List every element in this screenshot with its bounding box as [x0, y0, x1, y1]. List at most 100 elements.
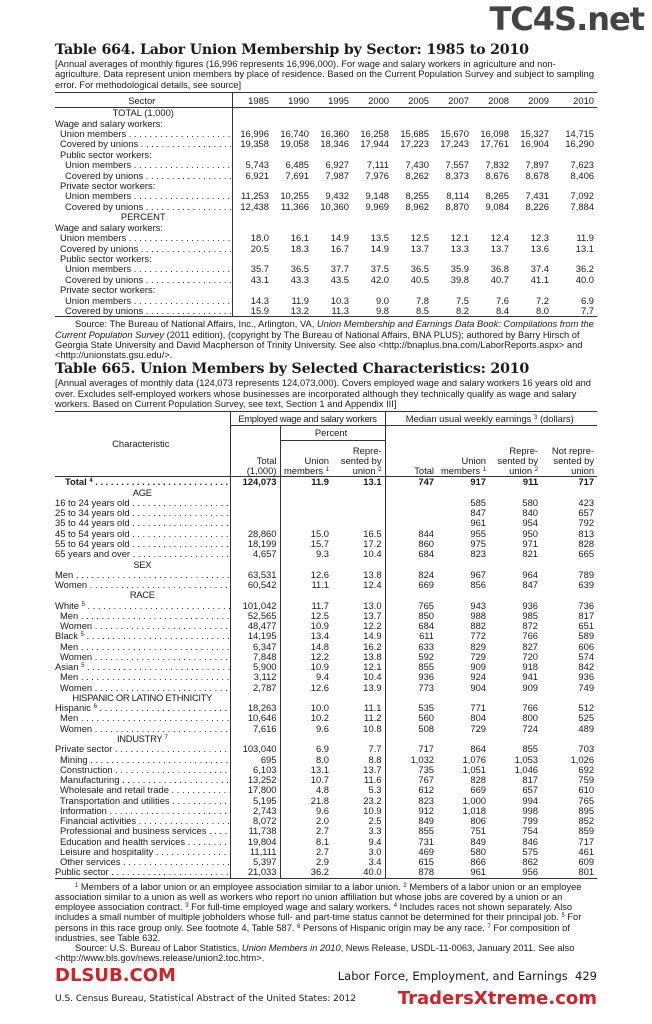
empty-cell: [312, 285, 352, 295]
table-cell: 15.9: [232, 305, 272, 318]
table-cell: 36.5: [410, 264, 429, 275]
table-row: Covered by unions 43.1 43.3 43.5 42.0 40.5 39.…: [55, 274, 597, 286]
table-cell: 17.2: [332, 538, 386, 550]
table-cell: 1,000: [462, 795, 487, 806]
table-cell: 665: [578, 549, 595, 560]
table-cell: 7.7: [552, 305, 597, 318]
header-text: Repre-: [352, 444, 382, 456]
table-cell: 749: [578, 682, 595, 693]
row-label-text: White: [55, 600, 79, 611]
empty-cell: [272, 254, 312, 264]
row-label: Covered by unions: [55, 274, 233, 286]
table-cell: 6,103: [230, 764, 281, 776]
table-cell: 695: [230, 754, 281, 765]
footnote-ref: 4: [89, 478, 93, 485]
header-text: Union: [461, 454, 487, 466]
table-cell: 13.2: [272, 305, 312, 318]
column-header-year: 2007: [432, 92, 472, 109]
table-cell: 852: [578, 816, 595, 827]
row-label: Covered by unions: [55, 201, 233, 213]
table-cell: [230, 518, 281, 529]
table-cell: 639: [578, 580, 595, 591]
table-cell: 11.6: [332, 775, 386, 786]
column-group-median-earnings: Median usual weekly earnings 3 (dollars): [385, 411, 598, 427]
table-cell: 918: [522, 662, 539, 673]
table-cell: 855: [418, 662, 435, 673]
table-cell: 10.9: [310, 662, 329, 673]
table-cell: 13.9: [332, 682, 386, 693]
table-cell: 2,743: [230, 805, 281, 817]
table-row: Union members 14.3 11.9 10.3 9.0 7.8 7.5 7.6 7.2…: [55, 295, 597, 306]
table-cell: 7,987: [325, 170, 349, 181]
row-label-text: Women: [60, 682, 93, 693]
table-cell: 657: [522, 785, 539, 796]
table-cell: 63,531: [230, 569, 281, 581]
table-cell: 43.3: [290, 274, 309, 285]
row-label-text: Men: [60, 610, 79, 621]
table-cell: 717: [418, 744, 435, 755]
table-cell: 766: [522, 703, 539, 714]
table-cell: 609: [578, 857, 595, 868]
row-label-text: Covered by unions: [60, 243, 139, 254]
empty-cell: [312, 150, 352, 160]
section-heading: RACE: [55, 590, 231, 601]
footnote-number: 5: [561, 913, 565, 920]
empty-cell: [312, 254, 352, 264]
table-cell: 692: [578, 764, 595, 775]
row-label: Union members: [55, 160, 233, 171]
empty-cell: [312, 223, 352, 233]
table-cell: [280, 498, 332, 508]
table-cell: [385, 508, 437, 518]
row-label: Construction: [55, 764, 231, 776]
table-cell: 461: [578, 846, 595, 857]
table-cell: 469: [418, 846, 435, 857]
table-cell: 11.3: [312, 305, 352, 318]
row-label-text: Men: [60, 713, 79, 724]
table-cell: 9,969: [365, 201, 389, 212]
table-row: Covered by unions 20.5 18.3 16.7 14.9 13.7 13.…: [55, 243, 597, 254]
empty-cell: [272, 181, 312, 191]
table-cell: 717: [578, 476, 595, 488]
table-cell: 610: [578, 785, 595, 796]
table-cell: 669: [470, 785, 487, 796]
table-cell: 859: [578, 826, 595, 837]
row-label: Financial activities: [55, 816, 231, 827]
table-cell: 936: [578, 672, 595, 683]
table-cell: 971: [522, 538, 539, 549]
source-text: Union Membership and Earnings Data Book:…: [55, 319, 594, 340]
row-label: Women: [55, 580, 231, 591]
table-cell: 9.6: [315, 805, 329, 816]
row-label: Mining: [55, 754, 231, 765]
table-cell: 771: [470, 703, 487, 714]
table-cell: 10.8: [332, 723, 386, 735]
table-cell: 909: [522, 682, 539, 693]
table-cell: 16.1: [290, 233, 309, 244]
row-label: 65 years and over: [55, 549, 231, 560]
empty-cell: [392, 223, 432, 233]
row-label-text: Union members: [65, 160, 132, 171]
section-heading: AGE: [55, 487, 231, 498]
table-cell: 12.6: [310, 682, 329, 693]
column-header-year: 2010: [552, 92, 597, 109]
table-cell: 866: [470, 857, 487, 868]
empty-cell: [437, 560, 489, 570]
footnote-ref: 5: [81, 601, 85, 608]
row-label: Covered by unions: [55, 139, 233, 150]
row-label: Union members: [55, 191, 233, 202]
table-cell: 13.0: [332, 600, 386, 611]
empty-cell: [432, 285, 472, 295]
table-cell: 8.1: [315, 836, 329, 847]
table-row: Education and health services 19,804 8.19.…: [55, 836, 597, 847]
table-cell: 17,243: [440, 139, 469, 150]
table-row: 55 to 64 years old 18,199 15.717.2 860 975 97…: [55, 538, 597, 550]
row-label-text: Men: [55, 569, 74, 580]
table-cell: 8,962: [405, 201, 429, 212]
table-cell: 52,565: [230, 610, 281, 622]
table-cell: 14.9: [332, 631, 386, 642]
table-cell: 9.0: [375, 295, 389, 306]
empty-cell: [232, 119, 272, 129]
table-cell: 48,477: [230, 621, 281, 632]
footnote-ref: 5: [81, 663, 85, 670]
